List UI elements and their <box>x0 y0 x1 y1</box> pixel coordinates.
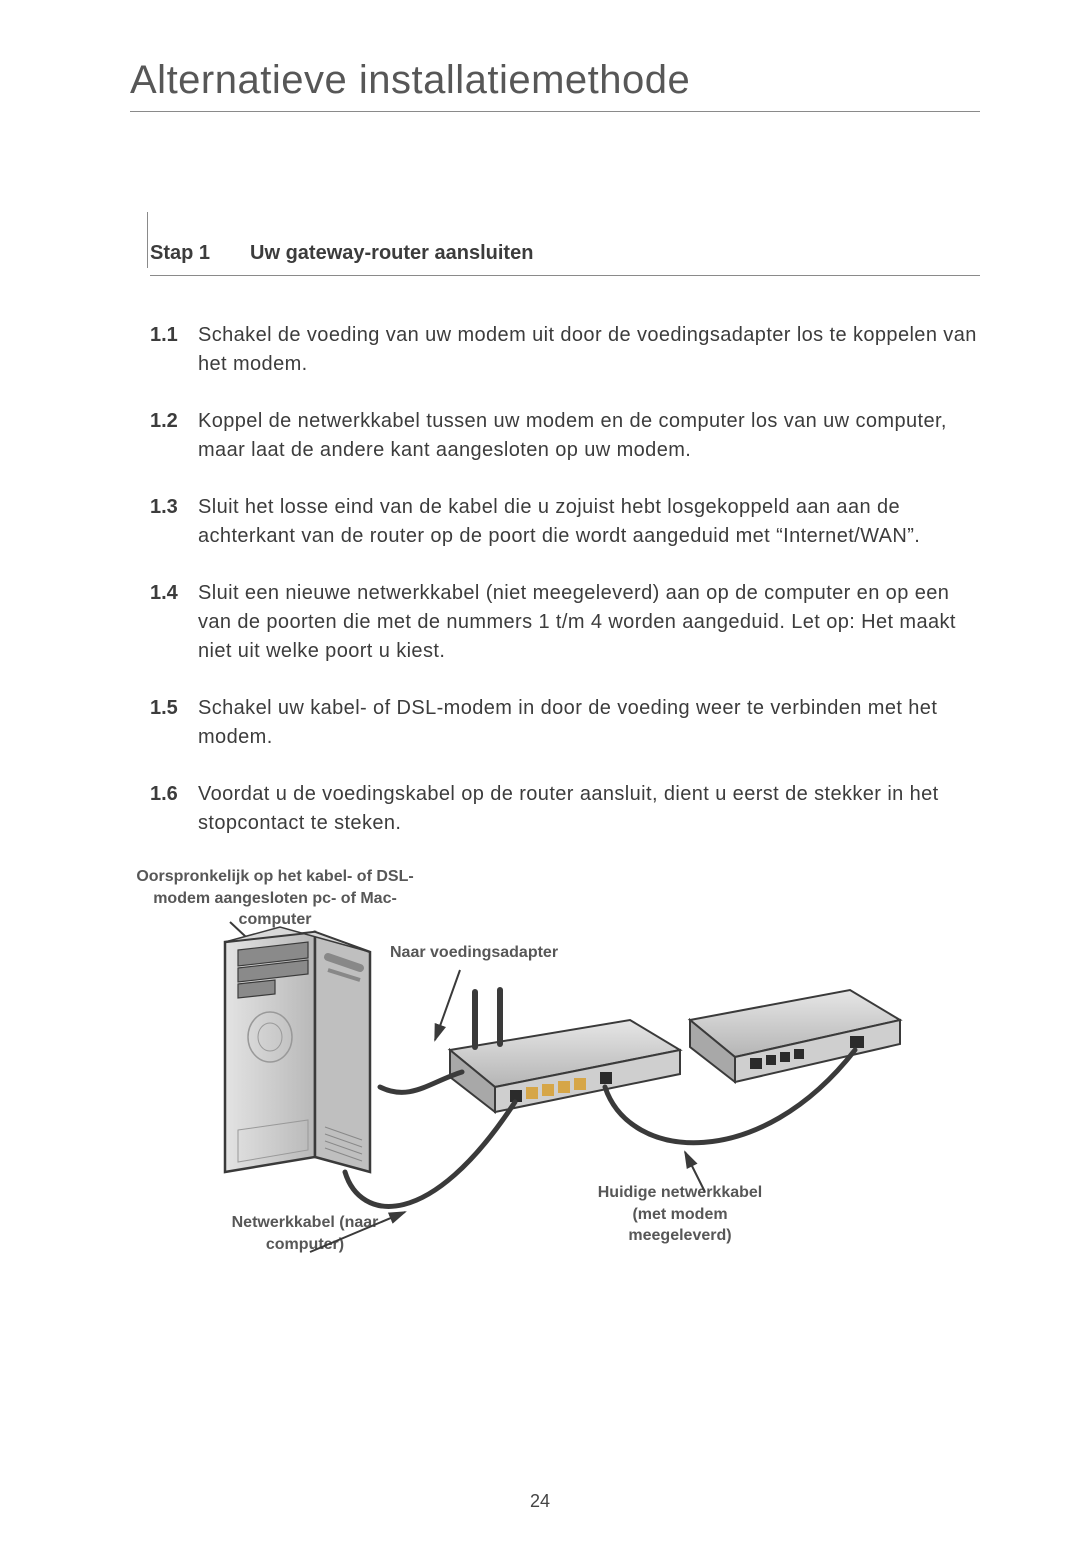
step-row: Stap 1 Uw gateway-router aansluiten <box>150 242 980 265</box>
instruction-number: 1.1 <box>150 321 184 379</box>
instruction-item: 1.4 Sluit een nieuwe netwerkkabel (niet … <box>150 579 980 666</box>
instruction-number: 1.6 <box>150 780 184 838</box>
instruction-item: 1.6 Voordat u de voedingskabel op de rou… <box>150 780 980 838</box>
page-number: 24 <box>0 1491 1080 1512</box>
router-icon <box>450 990 680 1112</box>
modem-icon <box>690 990 900 1082</box>
connection-diagram: Oorspronkelijk op het kabel- of DSL-mode… <box>130 872 980 1342</box>
instruction-item: 1.1 Schakel de voeding van uw modem uit … <box>150 321 980 379</box>
instruction-item: 1.3 Sluit het losse eind van de kabel di… <box>150 493 980 551</box>
instruction-number: 1.5 <box>150 694 184 752</box>
instruction-item: 1.5 Schakel uw kabel- of DSL-modem in do… <box>150 694 980 752</box>
instruction-number: 1.3 <box>150 493 184 551</box>
instruction-number: 1.2 <box>150 407 184 465</box>
instruction-text: Koppel de netwerkkabel tussen uw modem e… <box>198 407 980 465</box>
step-header: Stap 1 Uw gateway-router aansluiten <box>150 232 980 276</box>
diagram-svg <box>130 872 930 1302</box>
instructions-list: 1.1 Schakel de voeding van uw modem uit … <box>150 321 980 838</box>
page: Alternatieve installatiemethode Stap 1 U… <box>0 0 1080 1542</box>
instruction-text: Voordat u de voedingskabel op de router … <box>198 780 980 838</box>
instruction-text: Sluit een nieuwe netwerkkabel (niet meeg… <box>198 579 980 666</box>
instruction-text: Sluit het losse eind van de kabel die u … <box>198 493 980 551</box>
step-heading: Uw gateway-router aansluiten <box>250 242 533 265</box>
step-label: Stap 1 <box>150 242 210 265</box>
instruction-text: Schakel uw kabel- of DSL-modem in door d… <box>198 694 980 752</box>
pc-icon <box>225 927 370 1172</box>
page-title: Alternatieve installatiemethode <box>130 58 980 112</box>
instruction-item: 1.2 Koppel de netwerkkabel tussen uw mod… <box>150 407 980 465</box>
instruction-text: Schakel de voeding van uw modem uit door… <box>198 321 980 379</box>
instruction-number: 1.4 <box>150 579 184 666</box>
step-bracket <box>147 212 148 268</box>
